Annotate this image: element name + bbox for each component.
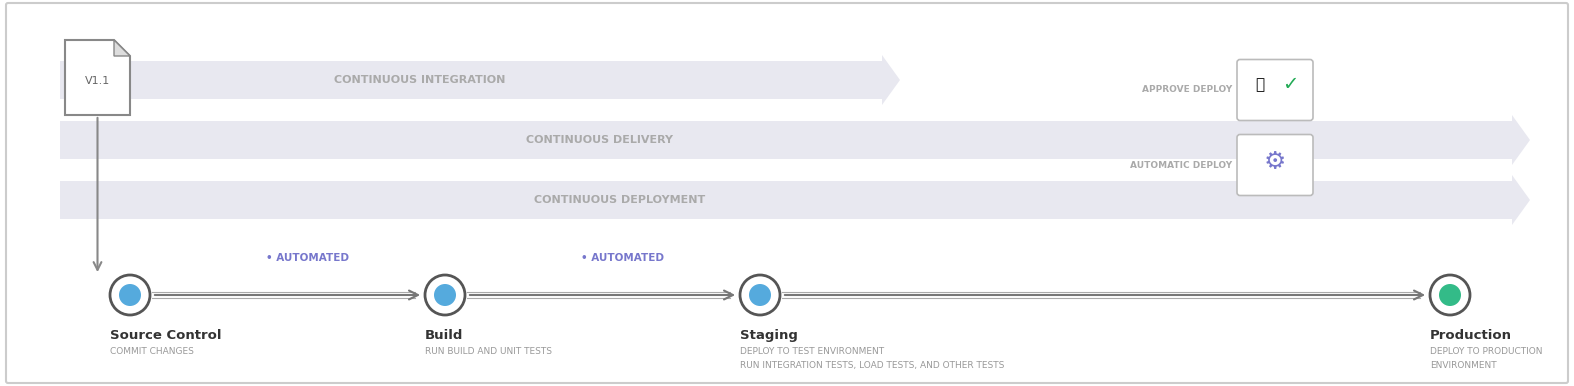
Circle shape: [120, 284, 142, 306]
Text: ENVIRONMENT: ENVIRONMENT: [1431, 361, 1497, 370]
Text: DEPLOY TO TEST ENVIRONMENT: DEPLOY TO TEST ENVIRONMENT: [740, 347, 885, 356]
FancyBboxPatch shape: [60, 181, 1513, 219]
Circle shape: [740, 275, 781, 315]
Text: ✓: ✓: [1281, 76, 1299, 95]
Text: AUTOMATIC DEPLOY: AUTOMATIC DEPLOY: [1130, 161, 1232, 169]
FancyBboxPatch shape: [60, 121, 1513, 159]
Text: • AUTOMATED: • AUTOMATED: [581, 253, 664, 263]
Text: ⚙: ⚙: [1264, 150, 1286, 174]
Text: RUN BUILD AND UNIT TESTS: RUN BUILD AND UNIT TESTS: [425, 347, 552, 356]
FancyBboxPatch shape: [1237, 59, 1313, 120]
Text: Source Control: Source Control: [110, 329, 222, 342]
Text: Build: Build: [425, 329, 463, 342]
Circle shape: [425, 275, 464, 315]
Text: APPROVE DEPLOY: APPROVE DEPLOY: [1141, 86, 1232, 95]
Polygon shape: [65, 40, 131, 115]
Text: 👤: 👤: [1256, 78, 1264, 93]
Text: • AUTOMATED: • AUTOMATED: [266, 253, 349, 263]
Text: Production: Production: [1431, 329, 1513, 342]
FancyBboxPatch shape: [1237, 134, 1313, 195]
Text: RUN INTEGRATION TESTS, LOAD TESTS, AND OTHER TESTS: RUN INTEGRATION TESTS, LOAD TESTS, AND O…: [740, 361, 1004, 370]
Circle shape: [434, 284, 456, 306]
Polygon shape: [1513, 175, 1530, 225]
Text: Staging: Staging: [740, 329, 798, 342]
Text: CONTINUOUS INTEGRATION: CONTINUOUS INTEGRATION: [334, 75, 505, 85]
Circle shape: [749, 284, 771, 306]
Text: DEPLOY TO PRODUCTION: DEPLOY TO PRODUCTION: [1431, 347, 1543, 356]
Text: CONTINUOUS DELIVERY: CONTINUOUS DELIVERY: [526, 135, 674, 145]
Text: V1.1: V1.1: [85, 76, 110, 86]
Circle shape: [1431, 275, 1470, 315]
Polygon shape: [1513, 115, 1530, 165]
Circle shape: [110, 275, 150, 315]
FancyBboxPatch shape: [60, 61, 881, 99]
Polygon shape: [881, 55, 900, 105]
FancyBboxPatch shape: [6, 3, 1568, 383]
Text: COMMIT CHANGES: COMMIT CHANGES: [110, 347, 194, 356]
Polygon shape: [113, 40, 131, 56]
Text: CONTINUOUS DEPLOYMENT: CONTINUOUS DEPLOYMENT: [535, 195, 705, 205]
Circle shape: [1439, 284, 1461, 306]
